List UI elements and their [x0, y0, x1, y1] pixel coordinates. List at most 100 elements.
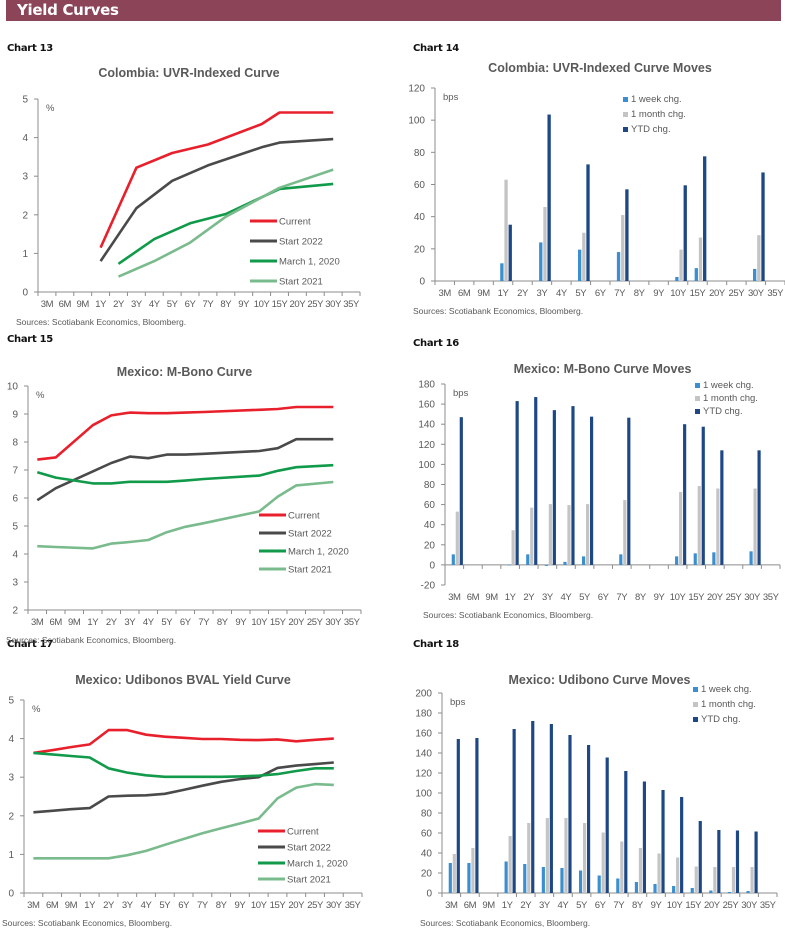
- source-note: Sources: Scotiabank Economics, Bloomberg…: [423, 610, 593, 620]
- x-tick-label: 3M: [31, 617, 44, 628]
- bar-ytd-chg--7y: [624, 771, 628, 893]
- x-tick-label: 2Y: [113, 299, 125, 310]
- y-tick-label: 20: [424, 540, 436, 551]
- y-tick-label: 0: [429, 560, 435, 571]
- y-tick-label: 2: [12, 606, 18, 617]
- y-tick-label: 4: [22, 133, 28, 144]
- bar-1-month-chg--20y: [713, 867, 717, 893]
- bar-ytd-chg--2y: [534, 397, 538, 565]
- bar-1-week-chg--10y: [675, 556, 679, 565]
- x-tick-label: 9Y: [235, 617, 247, 628]
- y-tick-label: 100: [418, 460, 435, 471]
- x-tick-label: 9Y: [651, 900, 663, 911]
- bar-1-month-chg--3m: [455, 511, 459, 565]
- y-tick-label: 0: [419, 277, 425, 288]
- source-note: Sources: Scotiabank Economics, Bloomberg…: [6, 635, 176, 645]
- x-tick-label: 7Y: [616, 592, 628, 603]
- x-tick-label: 20Y: [707, 592, 724, 603]
- series-line-start-2022: [99, 137, 334, 262]
- bar-ytd-chg--3m: [456, 739, 460, 893]
- bar-1-week-chg--30y: [746, 891, 750, 893]
- y-tick-label: 60: [424, 500, 436, 511]
- legend-label: 1 week chg.: [701, 684, 752, 695]
- y-tick-label: 5: [12, 522, 18, 533]
- section-title: Yield Curves: [17, 1, 119, 19]
- bar-1-week-chg--6y: [597, 875, 601, 893]
- y-tick-label: 2: [22, 210, 28, 221]
- x-tick-label: 20Y: [290, 299, 307, 310]
- x-tick-label: 1Y: [505, 592, 517, 603]
- chart-title: Colombia: UVR-Indexed Curve Moves: [488, 61, 712, 75]
- y-tick-label: 1: [22, 249, 28, 260]
- bar-1-month-chg--5y: [582, 232, 586, 281]
- y-tick-label: 10: [7, 382, 19, 393]
- x-tick-label: 7Y: [614, 288, 626, 299]
- bar-1-month-chg--5y: [583, 823, 587, 893]
- bar-ytd-chg--7y: [627, 417, 631, 565]
- x-tick-label: 35Y: [345, 900, 362, 911]
- bar-ytd-chg--4y: [568, 735, 572, 893]
- y-tick-label: 80: [421, 809, 433, 820]
- chart-17-mexico-udibonos-curve: Mexico: Udibonos BVAL Yield Curve 0 1 2 3 4 5%…: [2, 673, 363, 928]
- bar-1-week-chg--20y: [712, 552, 716, 565]
- legend: 1 week chg. 1 month chg. YTD chg.: [695, 380, 758, 417]
- y-tick-label: 0: [22, 288, 28, 299]
- bar-ytd-chg--15y: [703, 156, 707, 281]
- x-tick-label: 6Y: [180, 617, 192, 628]
- bar-1-week-chg--5y: [581, 556, 586, 565]
- series-line-current: [33, 728, 334, 755]
- y-tick-label: 20: [414, 244, 426, 255]
- bar-1-week-chg--4y: [560, 868, 564, 893]
- x-tick-label: 25Y: [307, 900, 324, 911]
- bar-ytd-chg--30y: [761, 172, 765, 281]
- bar-ytd-chg--20y: [717, 830, 721, 893]
- bar-1-week-chg--10y: [675, 276, 679, 281]
- bar-ytd-chg--30y: [757, 450, 761, 565]
- series-line-march-1-2020: [117, 182, 334, 265]
- bar-ytd-chg--1y: [508, 224, 512, 281]
- legend-label: Current: [287, 827, 319, 838]
- legend-swatch: [623, 112, 628, 117]
- legend-swatch: [623, 127, 628, 132]
- bar-ytd-chg--8y: [642, 781, 647, 893]
- bar-ytd-chg--6y: [605, 757, 609, 893]
- bar-ytd-chg--3y: [552, 410, 556, 565]
- y-tick-label: 80: [414, 148, 426, 159]
- bar-1-month-chg--10y: [679, 492, 683, 565]
- x-tick-label: 6Y: [178, 900, 190, 911]
- y-tick-label: 7: [12, 466, 18, 477]
- y-tick-label: 0: [8, 889, 14, 900]
- legend-label: Start 2021: [279, 277, 323, 288]
- x-tick-label: 6M: [59, 299, 72, 310]
- y-tick-label: 20: [421, 869, 433, 880]
- bar-1-month-chg--3m: [452, 854, 456, 893]
- legend-label: 1 week chg.: [631, 94, 682, 105]
- y-axis-unit-label: %: [46, 103, 55, 114]
- bar-ytd-chg--3y: [547, 114, 551, 281]
- x-tick-label: 6Y: [595, 900, 607, 911]
- y-tick-label: 180: [418, 380, 435, 391]
- section-banner: Yield Curves: [6, 0, 781, 21]
- y-tick-label: 120: [415, 769, 432, 780]
- bar-1-month-chg--1y: [504, 179, 508, 281]
- legend-label: 1 week chg.: [703, 380, 754, 391]
- bar-1-month-chg--2y: [530, 507, 534, 565]
- x-tick-label: 4Y: [561, 592, 573, 603]
- bar-1-week-chg--3y: [544, 564, 548, 566]
- x-tick-label: 8Y: [220, 299, 232, 310]
- y-tick-label: 140: [415, 749, 432, 760]
- chart-title: Mexico: M-Bono Curve Moves: [514, 362, 692, 376]
- x-tick-label: 3Y: [131, 299, 143, 310]
- chart-16-mexico-mbono-moves: Mexico: M-Bono Curve Moves -20 0 20 40 60 80 10…: [418, 362, 781, 620]
- source-note: Sources: Scotiabank Economics, Bloomberg…: [2, 918, 172, 928]
- source-note: Sources: Scotiabank Economics, Bloomberg…: [16, 317, 186, 327]
- x-tick-label: 6M: [464, 900, 477, 911]
- legend-label: Start 2022: [288, 529, 332, 540]
- y-tick-label: 100: [408, 116, 425, 127]
- x-tick-label: 2Y: [517, 288, 529, 299]
- x-tick-label: 10Y: [251, 900, 268, 911]
- x-tick-label: 30Y: [325, 299, 342, 310]
- chart-14-colombia-uvr-moves: Colombia: UVR-Indexed Curve Moves 0 20 40 60…: [408, 61, 785, 316]
- legend-swatch: [623, 97, 628, 102]
- chart-title: Colombia: UVR-Indexed Curve: [98, 66, 279, 80]
